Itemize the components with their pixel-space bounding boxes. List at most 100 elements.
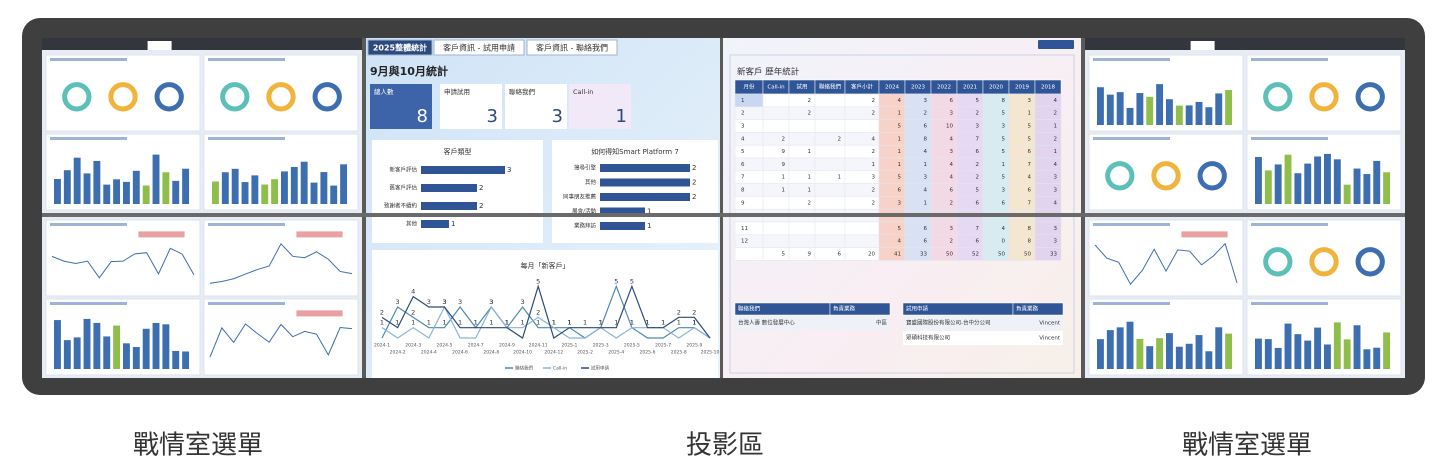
stat-label: 聯絡我們 (509, 87, 536, 96)
point-label: 1 (614, 319, 618, 327)
tab-label[interactable]: 2025整體統計 (373, 43, 427, 53)
tile (203, 54, 359, 132)
bezel (362, 38, 366, 378)
tab-label[interactable]: 客戶資訊 - 試用申請 (443, 43, 515, 53)
stat-label: Call-in (573, 88, 593, 96)
cell (844, 221, 880, 236)
point-label: 3 (396, 298, 400, 306)
mini-bar (300, 161, 308, 204)
cell (982, 183, 1010, 197)
mini-bar (132, 347, 140, 369)
cell-text: 1 (808, 175, 812, 181)
header-text: 聯絡我們 (738, 305, 761, 313)
tile (1246, 219, 1402, 297)
mini-bar (1106, 330, 1114, 369)
mini-bar (1314, 327, 1322, 369)
cell-text: 3 (1002, 188, 1006, 194)
tab-label[interactable]: 客戶資訊 - 聯絡我們 (536, 43, 608, 53)
cell (930, 119, 958, 133)
mini-bar (251, 175, 259, 204)
legend-label: 試用申請 (591, 365, 609, 372)
cell (903, 316, 1013, 330)
cell (1008, 196, 1036, 210)
cell-text: 7 (976, 136, 980, 142)
x-tick-label: 2025-4 (608, 350, 624, 356)
cell (788, 183, 816, 197)
cell-text: 4 (950, 175, 954, 181)
button[interactable] (1038, 40, 1074, 49)
cell (814, 93, 846, 108)
cell-text: 8 (924, 136, 928, 142)
stat-value: 3 (487, 106, 498, 127)
cell-text: 9 (782, 149, 786, 155)
mini-bar (1274, 347, 1282, 369)
mini-bar (73, 157, 81, 204)
cell-text: 5 (898, 175, 902, 181)
mini-bar (1255, 338, 1262, 369)
cell (956, 157, 984, 172)
header-cell (1012, 302, 1064, 316)
mini-bar (172, 180, 180, 204)
category-label: 舊客戶評估 (389, 184, 417, 192)
point-label: 1 (505, 319, 509, 327)
cell-text: 5 (898, 226, 902, 232)
cell (735, 316, 830, 330)
cell (1008, 221, 1036, 236)
cell (1008, 144, 1036, 159)
value-label: 1 (647, 208, 651, 216)
mini-bar (132, 170, 140, 204)
mini-bar (231, 168, 239, 204)
cell (734, 106, 764, 120)
mini-bar (1373, 347, 1381, 369)
cell (878, 183, 906, 197)
bar (421, 184, 477, 192)
tile (1246, 54, 1402, 132)
category-label: 新客戶評估 (389, 166, 417, 174)
cell-text: 3 (976, 124, 980, 130)
mini-bar (1353, 168, 1361, 204)
tile-header (1093, 302, 1170, 305)
mini-bar (83, 318, 91, 369)
cell (904, 106, 932, 120)
point-label: 3 (489, 298, 493, 306)
bezel (720, 38, 723, 378)
cell-text: 4 (1054, 162, 1058, 168)
cell (982, 234, 1010, 248)
mini-bar (330, 185, 338, 204)
mini-block (296, 231, 343, 238)
mini-bar (1284, 323, 1292, 369)
cell (930, 196, 958, 210)
x-tick-label: 2024-8 (483, 350, 499, 356)
x-tick-label: 2025-10 (701, 350, 720, 356)
point-label: 1 (583, 319, 587, 327)
point-label: 1 (661, 319, 665, 327)
point-label: 1 (442, 319, 446, 327)
bar (421, 166, 505, 174)
cell-text: 台灣人壽 數位發展中心 (738, 319, 795, 327)
tab[interactable] (367, 39, 433, 56)
point-label: 1 (396, 319, 400, 327)
cell-text: 2 (808, 98, 812, 104)
point-label: 1 (645, 319, 649, 327)
cell (904, 93, 932, 108)
x-tick-label: 2024-11 (529, 343, 548, 349)
cell-text: 5 (976, 98, 980, 104)
point-label: 1 (474, 319, 478, 327)
bar (600, 164, 690, 172)
mini-bar (1205, 107, 1213, 125)
x-tick-label: 2024-2 (390, 350, 406, 356)
tab[interactable] (433, 39, 525, 56)
mini-gauge (1263, 82, 1293, 112)
tab[interactable] (526, 39, 618, 56)
mini-bar (1225, 90, 1233, 125)
header-text: 客戶小計 (851, 83, 874, 91)
chart-title: 如何得知Smart Platform 7 (591, 147, 679, 156)
cell-text: 1 (1028, 111, 1032, 117)
cell (930, 221, 958, 236)
bar (600, 207, 645, 216)
cell (1034, 144, 1062, 159)
stat-value: 1 (616, 106, 627, 127)
cell (956, 183, 984, 197)
